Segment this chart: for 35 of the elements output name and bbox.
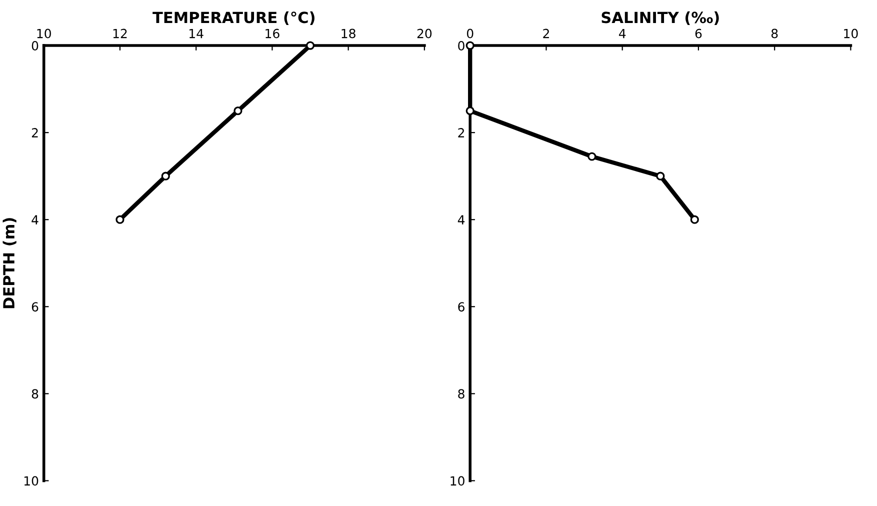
point [690, 215, 699, 224]
y-tick-label: 0 [458, 41, 464, 50]
y-tick-label: 8 [32, 389, 38, 399]
x-tick-label: 18 [342, 28, 356, 38]
point [116, 215, 124, 224]
x-tick-label: 20 [417, 28, 432, 38]
y-tick-label: 2 [32, 128, 38, 138]
y-axis-title: DEPTH (m) [2, 218, 16, 308]
x-tick-label: 8 [771, 28, 778, 38]
y-tick-label: 10 [24, 476, 38, 486]
point [466, 106, 474, 116]
x-tick-label: 12 [113, 28, 127, 38]
x-tick-label: 16 [266, 28, 280, 38]
y-tick-label: 2 [458, 128, 464, 138]
y-tick-label: 4 [32, 215, 38, 224]
x-tick-label: 2 [543, 28, 549, 38]
y-tick-label: 4 [458, 215, 465, 224]
x-tick-label: 4 [618, 28, 626, 38]
point [588, 152, 596, 161]
point [306, 41, 315, 50]
y-tick-label: 0 [32, 41, 38, 50]
point [466, 41, 474, 50]
point [161, 172, 170, 180]
y-tick-label: 6 [458, 302, 464, 312]
x-tick-label: 10 [844, 28, 858, 38]
x-axis-title: SALINITY (‰) [602, 11, 719, 26]
x-tick-label: 14 [190, 28, 204, 38]
x-axis-title: TEMPERATURE (°C) [152, 11, 314, 26]
point [656, 172, 665, 180]
point [234, 106, 242, 116]
y-tick-label: 8 [458, 389, 464, 399]
y-tick-label: 6 [32, 302, 38, 312]
y-tick-label: 10 [450, 476, 464, 486]
x-tick-label: 6 [695, 28, 702, 38]
x-tick-label: 0 [466, 28, 474, 38]
